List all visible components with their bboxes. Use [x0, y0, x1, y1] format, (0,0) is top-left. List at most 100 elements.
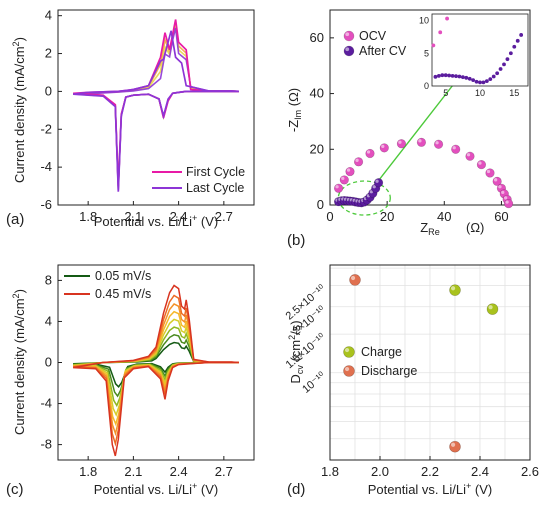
marker-discharge	[349, 274, 361, 286]
inset-marker	[447, 73, 452, 78]
marker-ocv	[353, 157, 364, 167]
zoom-region-outline	[337, 180, 391, 216]
sphere-highlight	[498, 185, 502, 189]
y-tick-label: 4	[45, 313, 52, 328]
x-tick-label: 2.4	[170, 209, 188, 224]
sphere-highlight	[355, 158, 359, 162]
inset-marker	[519, 33, 524, 37]
inset-marker	[495, 71, 500, 76]
x-axis-label-unit: (Ω)	[466, 220, 484, 235]
panel-label: (c)	[6, 481, 24, 498]
sphere-highlight	[488, 305, 493, 310]
inset-marker	[478, 80, 482, 85]
legend-label: Charge	[361, 345, 402, 359]
sphere-highlight	[381, 144, 385, 149]
y-tick-label: -6	[40, 197, 52, 212]
y-tick-label: 40	[310, 86, 324, 101]
legend-label: Discharge	[361, 364, 417, 378]
sphere-highlight	[478, 161, 482, 165]
inset-marker	[471, 78, 476, 83]
marker-ocv	[465, 151, 475, 161]
marker-charge	[449, 284, 461, 296]
sphere-highlight	[486, 169, 491, 174]
y-tick-label: 4	[45, 8, 52, 23]
plot-frame	[57, 9, 255, 206]
x-tick-label: 1.8	[79, 464, 97, 479]
marker-ocv	[485, 168, 495, 178]
panel-label: (d)	[287, 481, 305, 498]
marker-ocv	[345, 166, 355, 177]
inset-frame	[431, 13, 529, 87]
cv-curve-first-cycle	[73, 19, 239, 187]
legend-marker	[343, 365, 355, 377]
legend-marker	[343, 30, 355, 42]
marker-ocv	[339, 175, 349, 185]
sphere-highlight	[494, 178, 498, 182]
sphere-highlight	[344, 347, 350, 353]
y-tick-label: 0	[45, 83, 52, 98]
y-axis-label: Current density (mA/cm2)	[11, 289, 27, 435]
x-tick-label: 0	[326, 209, 333, 224]
y-tick-label: 60	[310, 30, 324, 45]
marker-ocv	[476, 160, 487, 170]
inset-marker	[512, 44, 517, 49]
inset-marker	[502, 62, 506, 67]
sphere-highlight	[418, 139, 422, 143]
x-tick-label: 2.6	[521, 464, 539, 479]
y-tick-label: -8	[40, 437, 52, 452]
sphere-highlight	[435, 141, 439, 145]
x-tick-label: 2.7	[215, 209, 233, 224]
x-tick-label: 20	[380, 209, 394, 224]
sphere-highlight	[450, 286, 456, 291]
marker-ocv	[365, 148, 375, 159]
x-tick-label: 2.0	[371, 464, 389, 479]
cv-curve-scan-rate	[72, 284, 239, 457]
inset-marker	[508, 51, 513, 56]
x-axis-label: Potential vs. Li/Li+ (V)	[368, 481, 493, 497]
sphere-highlight	[369, 190, 373, 194]
inset-marker	[457, 74, 462, 79]
inset-marker	[464, 75, 469, 80]
sphere-highlight	[398, 140, 402, 144]
cv-curve-last-cycle	[72, 30, 239, 192]
inset-marker	[454, 74, 458, 79]
inset-marker	[438, 30, 443, 35]
marker-ocv	[379, 143, 389, 153]
marker-after-cv	[373, 178, 384, 188]
x-tick-label: 40	[437, 209, 451, 224]
y-tick-label: -4	[40, 396, 52, 411]
legend-label: After CV	[359, 44, 407, 58]
y-tick-label: 8	[45, 272, 52, 287]
sphere-highlight	[501, 190, 505, 194]
sphere-highlight	[450, 442, 456, 447]
inset-y-tick-label: 5	[424, 48, 429, 58]
y-tick-label: -4	[40, 159, 52, 174]
sphere-highlight	[366, 150, 371, 154]
sphere-highlight	[345, 47, 350, 52]
y-tick-label: -2	[40, 121, 52, 136]
legend-label: 0.45 mV/s	[95, 287, 151, 301]
inset-marker	[474, 79, 479, 84]
inset-marker	[443, 73, 448, 78]
x-tick-label: 2.1	[124, 209, 142, 224]
sphere-highlight	[504, 196, 508, 200]
y-axis-label: Dcv (cm2/s)	[287, 320, 305, 383]
marker-ocv	[333, 183, 344, 193]
legend-label: OCV	[359, 29, 387, 43]
inset-marker	[436, 73, 441, 78]
x-tick-label: 2.2	[421, 464, 439, 479]
x-tick-label: 2.4	[170, 464, 188, 479]
x-axis-label-base: ZRe	[420, 220, 440, 237]
x-tick-label: 60	[494, 209, 508, 224]
cv-curve-intermediate-cycle	[73, 22, 239, 188]
legend-label: Last Cycle	[186, 181, 244, 195]
inset-marker	[515, 38, 520, 43]
marker-ocv	[416, 137, 427, 147]
sphere-highlight	[466, 153, 471, 157]
y-tick-label: 2	[45, 46, 52, 61]
sphere-highlight	[372, 185, 376, 189]
inset-x-tick-label: 10	[475, 88, 485, 98]
sphere-highlight	[452, 146, 456, 150]
marker-ocv	[433, 139, 444, 149]
inset-y-tick-label: 0	[424, 81, 429, 91]
